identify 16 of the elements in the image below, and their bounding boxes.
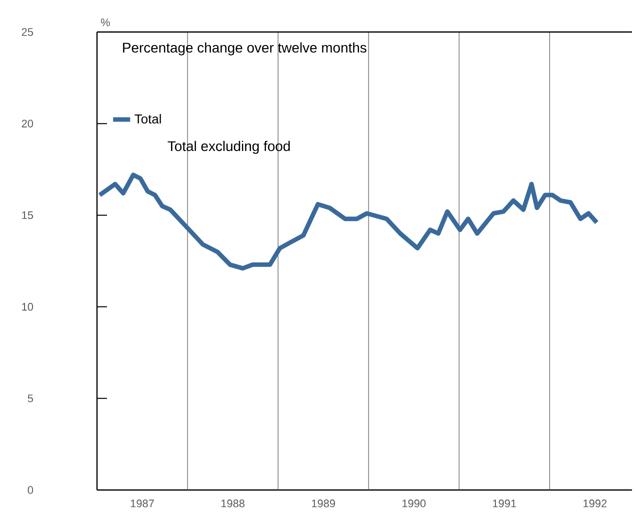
y-axis-title: % bbox=[100, 18, 110, 26]
y-tick-label: 5 bbox=[28, 394, 34, 402]
x-tick-label: 1989 bbox=[312, 500, 335, 508]
y-tick-label: 25 bbox=[22, 28, 34, 36]
x-tick-label: 1988 bbox=[221, 500, 244, 508]
x-tick-label: 1987 bbox=[130, 500, 154, 508]
text: Percentage change over twelve months bbox=[123, 42, 366, 56]
y-tick-label: 20 bbox=[22, 120, 34, 128]
y-tick-label: 0 bbox=[28, 486, 34, 494]
x-tick-label: 1991 bbox=[493, 500, 516, 508]
x-tick-label: 1992 bbox=[584, 500, 607, 508]
annotation: Total excluding food bbox=[168, 140, 290, 154]
legend-label: Total bbox=[134, 114, 161, 124]
x-tick-label: 1990 bbox=[402, 500, 426, 508]
y-tick-label: 10 bbox=[22, 302, 34, 311]
y-tick-label: 15 bbox=[22, 211, 34, 220]
